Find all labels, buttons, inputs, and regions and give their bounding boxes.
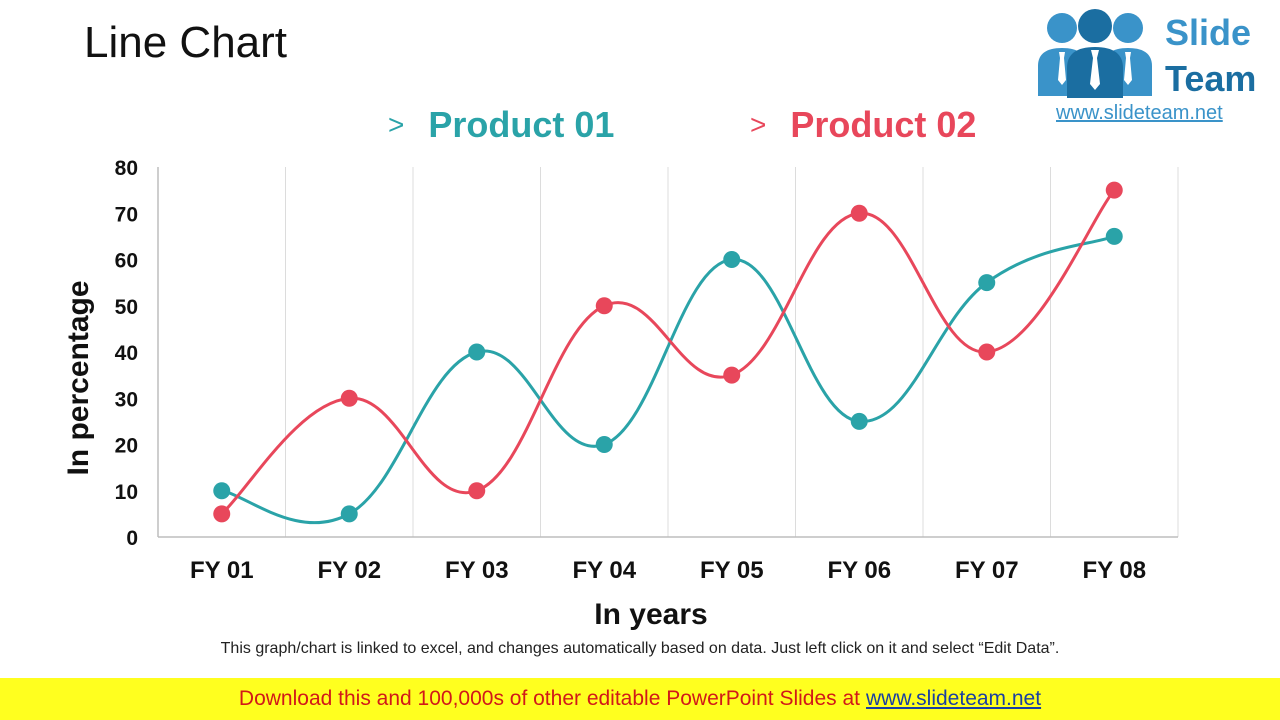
data-point bbox=[468, 482, 486, 500]
chart-labels: 0 10 20 30 40 50 60 70 80 FY 01 FY 02 FY 03 FY 04 FY … bbox=[62, 157, 1146, 631]
x-tick-label: FY 08 bbox=[1082, 557, 1146, 584]
people-icon bbox=[1038, 9, 1152, 98]
series-1 bbox=[213, 227, 1123, 525]
data-point bbox=[468, 343, 486, 361]
chevron-right-icon: > bbox=[750, 109, 767, 140]
x-axis-title: In years bbox=[594, 598, 707, 631]
chart-grid bbox=[285, 167, 1179, 537]
data-point bbox=[595, 297, 613, 315]
data-point bbox=[213, 482, 231, 500]
y-tick-label: 20 bbox=[115, 435, 138, 458]
y-tick-label: 50 bbox=[115, 296, 138, 319]
banner-text: Download this and 100,000s of other edit… bbox=[238, 687, 860, 710]
chevron-right-icon: > bbox=[388, 109, 405, 140]
data-point bbox=[1105, 227, 1123, 245]
x-tick-label: FY 04 bbox=[572, 557, 636, 584]
chart-axes bbox=[157, 167, 1178, 538]
chart-legend: > Product 01 > Product 02 bbox=[0, 104, 1280, 152]
x-tick-label: FY 01 bbox=[190, 557, 254, 584]
y-axis-title: In percentage bbox=[62, 280, 95, 475]
data-point bbox=[978, 343, 996, 361]
x-tick-label: FY 03 bbox=[445, 557, 509, 584]
data-point bbox=[723, 366, 741, 384]
banner-link[interactable]: www.slideteam.net bbox=[866, 687, 1042, 710]
x-tick-label: FY 02 bbox=[317, 557, 381, 584]
data-point bbox=[850, 204, 868, 222]
data-point bbox=[723, 251, 741, 268]
legend-label: Product 01 bbox=[428, 104, 615, 145]
legend-label: Product 02 bbox=[790, 104, 977, 145]
logo-word-slide: Slide bbox=[1165, 12, 1252, 53]
legend-item-product-02[interactable]: > Product 02 bbox=[750, 104, 976, 146]
y-tick-label: 0 bbox=[126, 527, 138, 550]
download-banner: Download this and 100,000s of other edit… bbox=[0, 678, 1280, 720]
y-tick-label: 70 bbox=[115, 203, 138, 226]
x-tick-label: FY 07 bbox=[955, 557, 1019, 584]
data-point bbox=[340, 505, 358, 523]
chart-footnote: This graph/chart is linked to excel, and… bbox=[220, 640, 1060, 657]
line-chart[interactable]: 0 10 20 30 40 50 60 70 80 FY 01 FY 02 FY 03 FY 04 FY … bbox=[0, 0, 1280, 640]
slide-title: Line Chart bbox=[84, 18, 288, 67]
data-point bbox=[978, 274, 996, 292]
data-point bbox=[213, 505, 231, 523]
legend-item-product-01[interactable]: > Product 01 bbox=[388, 104, 614, 146]
series-line bbox=[221, 234, 1115, 525]
x-tick-label: FY 06 bbox=[827, 557, 891, 584]
series-2 bbox=[213, 181, 1123, 523]
logo-word-team: Team bbox=[1165, 58, 1257, 99]
y-tick-label: 80 bbox=[115, 157, 138, 180]
slideteam-logo[interactable]: Slide Team www.slideteam.net bbox=[1030, 6, 1275, 131]
y-tick-label: 10 bbox=[115, 481, 138, 504]
x-tick-label: FY 05 bbox=[700, 557, 764, 584]
y-tick-label: 60 bbox=[115, 250, 138, 273]
data-point bbox=[1105, 181, 1123, 199]
data-point bbox=[850, 412, 868, 430]
logo-url-link[interactable]: www.slideteam.net bbox=[1056, 102, 1223, 124]
chart-series bbox=[213, 181, 1123, 525]
series-line bbox=[220, 189, 1116, 515]
y-tick-label: 30 bbox=[115, 388, 138, 411]
data-point bbox=[595, 436, 613, 453]
y-tick-label: 40 bbox=[115, 342, 138, 365]
data-point bbox=[340, 389, 358, 407]
